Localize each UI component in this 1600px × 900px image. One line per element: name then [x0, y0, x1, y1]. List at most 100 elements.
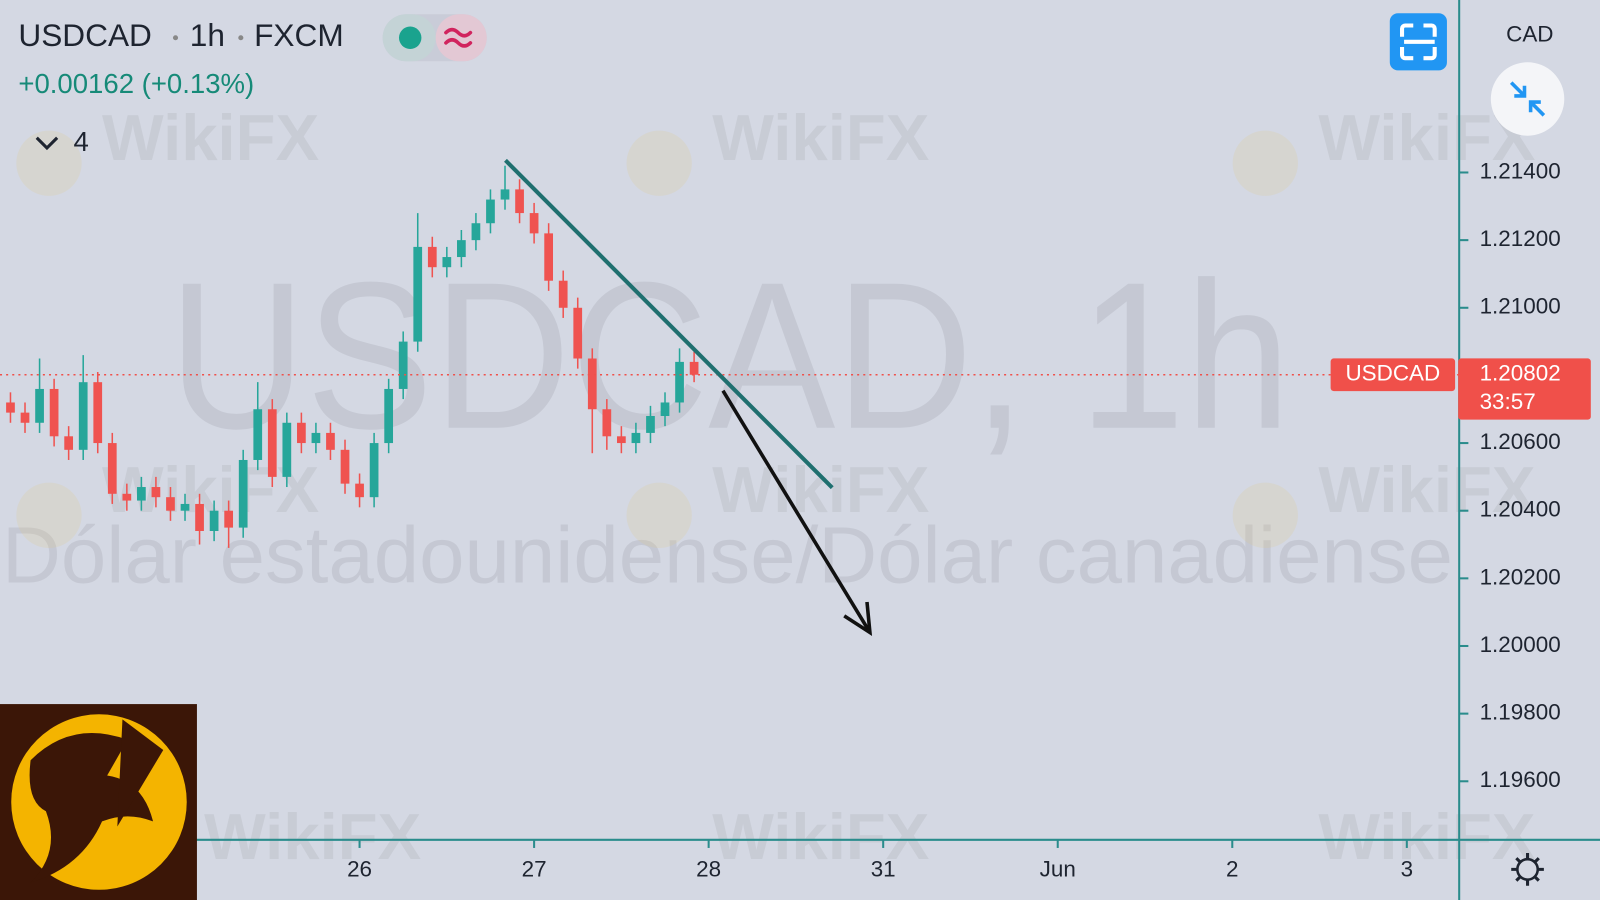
trendline: [504, 158, 834, 490]
candle-body: [209, 510, 219, 531]
candle-body: [122, 493, 132, 501]
candle-body: [500, 189, 510, 200]
candle-body: [151, 487, 161, 498]
candle-body: [355, 483, 364, 498]
watermarks: USDCAD, 1h Dólar estadounidense/Dólar ca…: [2, 101, 1535, 873]
collapse-button[interactable]: [1490, 62, 1565, 136]
watermark-brand: WikiFX: [204, 800, 421, 873]
candle-body: [224, 510, 234, 528]
candle-body: [442, 257, 452, 268]
candle-body: [384, 388, 394, 444]
watermark-logo: [16, 482, 82, 548]
watermark-brand: WikiFX: [1318, 800, 1535, 873]
watermark-logo: [1232, 130, 1298, 196]
gear-teeth: [1511, 853, 1544, 886]
status-pill-right: [435, 14, 487, 62]
candle-body: [137, 487, 146, 501]
y-tick-label: 1.21200: [1480, 226, 1561, 251]
watermark-brand: WikiFX: [102, 101, 319, 174]
candle-body: [311, 432, 321, 444]
candle-body: [675, 361, 684, 403]
symbol: USDCAD: [18, 17, 152, 53]
x-tick-label: 28: [696, 856, 721, 881]
currency: CAD: [1506, 22, 1553, 47]
watermark-logo: [16, 130, 82, 196]
candle-body: [369, 443, 379, 498]
y-tick-label: 1.19600: [1480, 767, 1561, 792]
candle-body: [195, 503, 204, 531]
settings-button[interactable]: [1511, 853, 1544, 886]
candle-body: [253, 409, 263, 460]
y-tick-label: 1.20600: [1480, 429, 1561, 454]
symbol-price-tag: [1330, 358, 1456, 392]
price-tag: [1458, 358, 1591, 420]
delay-icon: [444, 27, 473, 48]
candle-body: [587, 358, 597, 410]
candle-body: [93, 382, 103, 444]
separator: [238, 35, 244, 41]
x-tick-label: 27: [522, 856, 547, 881]
candle-body: [515, 189, 524, 214]
price-change: +0.00162 (+0.13%): [18, 68, 254, 99]
price-tag-value: 1.20802: [1480, 361, 1561, 386]
watermark-brand: WikiFX: [712, 453, 929, 526]
market-open-dot: [398, 26, 422, 49]
candle-body: [64, 436, 74, 450]
logo-shard: [117, 719, 164, 827]
fullscreen-icon: [1400, 23, 1437, 61]
candle-body: [471, 223, 481, 241]
symbol-price-tag-label: USDCAD: [1345, 361, 1440, 386]
plot-area: 1.21400 1.21200 1.21000 1.20600 1.20400 1.202…: [0, 158, 1591, 881]
watermark-logo: [626, 130, 692, 196]
candle-body: [558, 280, 568, 308]
watermark-logo: [626, 482, 692, 548]
separator: [172, 35, 179, 41]
candle-body: [646, 416, 655, 433]
collapse-arrows: [1509, 81, 1546, 117]
arrow-line: [721, 389, 872, 634]
candle-body: [267, 409, 277, 477]
collapse-icon[interactable]: [35, 136, 59, 151]
candle-body: [20, 412, 30, 423]
candle-body: [573, 307, 583, 359]
candle-body: [544, 233, 554, 281]
watermark-brand: WikiFX: [712, 800, 929, 873]
interval: 1h: [190, 17, 225, 53]
candle-body: [398, 341, 408, 389]
watermark-logo: [1232, 482, 1298, 548]
x-tick-label: 3: [1401, 856, 1413, 881]
logo: [0, 704, 197, 900]
arrow-head: [843, 601, 873, 636]
candle-body: [457, 240, 466, 258]
candle-body: [49, 388, 59, 437]
candle-body: [340, 449, 350, 484]
y-tick-label: 1.21400: [1480, 158, 1561, 183]
y-tick-label: 1.20000: [1480, 632, 1561, 657]
candle-body: [297, 422, 306, 444]
y-tick-label: 1.20400: [1480, 497, 1561, 522]
x-tick-label: 2: [1226, 856, 1238, 881]
y-tick-label: 1.21000: [1480, 294, 1561, 319]
candle-body: [602, 409, 612, 437]
indicator-count: 4: [73, 126, 88, 157]
candle-body: [617, 436, 626, 444]
candle-body: [486, 199, 495, 224]
y-tick-label: 1.20200: [1480, 564, 1561, 589]
exchange: FXCM: [254, 17, 344, 53]
candle-body: [166, 497, 175, 511]
watermark-brand: WikiFX: [1318, 453, 1535, 526]
candle-body: [78, 382, 88, 450]
y-tick-label: 1.19800: [1480, 700, 1561, 725]
watermark-title: USDCAD, 1h: [168, 240, 1290, 473]
candle-body: [6, 402, 15, 413]
candle-body: [631, 432, 641, 444]
candle-body: [107, 443, 117, 494]
candle-body: [282, 422, 292, 477]
x-tick-label: Jun: [1040, 856, 1076, 881]
candle-body: [326, 432, 335, 450]
candle-body: [427, 246, 437, 268]
candle-body: [660, 402, 670, 417]
